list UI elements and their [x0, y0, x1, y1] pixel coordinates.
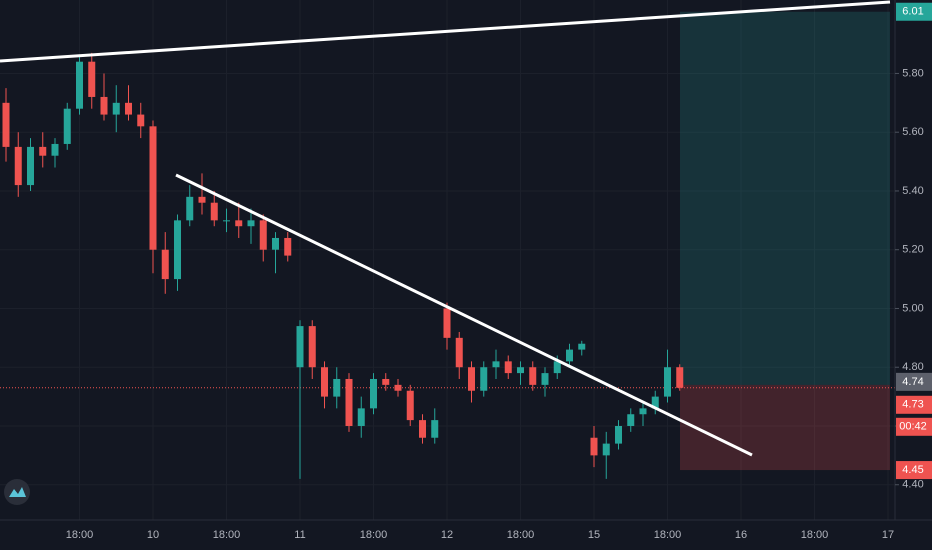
last-price-badge-label: 4.73 [902, 399, 923, 411]
candle-body [431, 420, 439, 438]
candle-body [321, 367, 328, 397]
candle-body [419, 420, 426, 438]
candle-body [51, 143, 59, 156]
candle-body [247, 220, 255, 227]
candle-body [676, 367, 684, 388]
candle-body [210, 202, 218, 221]
trend-line [175, 173, 753, 457]
x-tick-label: 16 [735, 529, 747, 541]
position-tool [0, 11, 895, 471]
candle-body [63, 108, 71, 144]
candle-body [394, 384, 402, 391]
candle-body [308, 326, 316, 368]
candle-body [566, 349, 573, 362]
candle-body [235, 220, 243, 227]
x-tick-label: 18:00 [66, 529, 94, 541]
candle-body [284, 237, 292, 256]
x-tick-label: 17 [882, 529, 894, 541]
y-tick-label: 5.80 [902, 67, 923, 79]
entry-badge [896, 372, 932, 391]
candles [2, 52, 684, 479]
x-tick-label: 10 [147, 529, 159, 541]
candle-body [615, 425, 622, 444]
candle-body [174, 220, 181, 280]
y-tick-label: 5.60 [902, 126, 923, 138]
candle-body [76, 61, 83, 109]
y-tick-label: 4.40 [902, 479, 923, 491]
x-tick-label: 18:00 [801, 529, 829, 541]
candle-body [223, 220, 230, 222]
candle-body [296, 326, 304, 368]
candle-body [651, 396, 659, 409]
x-tick-label: 18:00 [654, 529, 682, 541]
y-tick-label: 5.00 [902, 302, 923, 314]
candle-body [198, 196, 206, 203]
stop-badge [896, 461, 932, 480]
candle-body [504, 361, 512, 374]
candle-body [529, 367, 537, 385]
candle-body [553, 361, 561, 374]
candle-body [480, 367, 488, 391]
x-tick-label: 12 [441, 529, 453, 541]
x-tick-label: 18:00 [213, 529, 241, 541]
candle-body [345, 378, 353, 426]
candle-body [27, 146, 34, 186]
candle-body [370, 378, 377, 409]
profit-zone [680, 11, 890, 385]
axes: 4.404.604.805.005.205.405.605.8018:00101… [66, 2, 932, 541]
candle-body [602, 443, 610, 456]
candle-body [443, 308, 451, 338]
candle-body [14, 146, 22, 186]
candle-body [333, 378, 341, 397]
y-tick-label: 4.80 [902, 361, 923, 373]
candle-body [492, 361, 500, 368]
x-tick-label: 11 [294, 529, 305, 541]
candle-body [468, 367, 475, 391]
x-tick-label: 18:00 [360, 529, 388, 541]
trend-line [0, 0, 891, 63]
entry-badge-label: 4.74 [902, 376, 923, 388]
candle-body [112, 102, 120, 115]
candle-body [406, 390, 414, 421]
countdown-label: 00:42 [899, 421, 927, 433]
candle-body [627, 414, 635, 426]
target-badge-label: 6.01 [902, 6, 923, 18]
x-tick-label: 15 [588, 529, 600, 541]
candle-body [137, 114, 145, 127]
candle-body [590, 437, 598, 456]
stop-badge-label: 4.45 [902, 464, 923, 476]
candle-body [664, 367, 671, 397]
loss-zone [680, 384, 890, 471]
x-tick-label: 18:00 [507, 529, 535, 541]
candle-body [125, 102, 132, 115]
candle-body [541, 373, 549, 385]
logo [4, 479, 30, 505]
candle-body [517, 367, 524, 374]
candle-body [39, 146, 47, 156]
candle-body [100, 96, 108, 115]
last-price-badge [896, 395, 932, 414]
candle-body [357, 408, 365, 426]
candle-body [2, 102, 10, 147]
candle-body [272, 237, 279, 250]
candle-body [382, 378, 390, 385]
candle-body [88, 61, 96, 97]
target-badge [896, 2, 932, 21]
candle-body [578, 343, 586, 350]
candle-body [161, 249, 169, 280]
candle-body [639, 408, 647, 415]
candle-body [186, 196, 194, 221]
countdown-badge [896, 417, 932, 436]
y-tick-label: 5.40 [902, 185, 923, 197]
y-tick-label: 5.20 [902, 244, 923, 256]
candle-body [455, 337, 463, 368]
candle-body [259, 220, 267, 250]
candle-body [149, 126, 157, 250]
